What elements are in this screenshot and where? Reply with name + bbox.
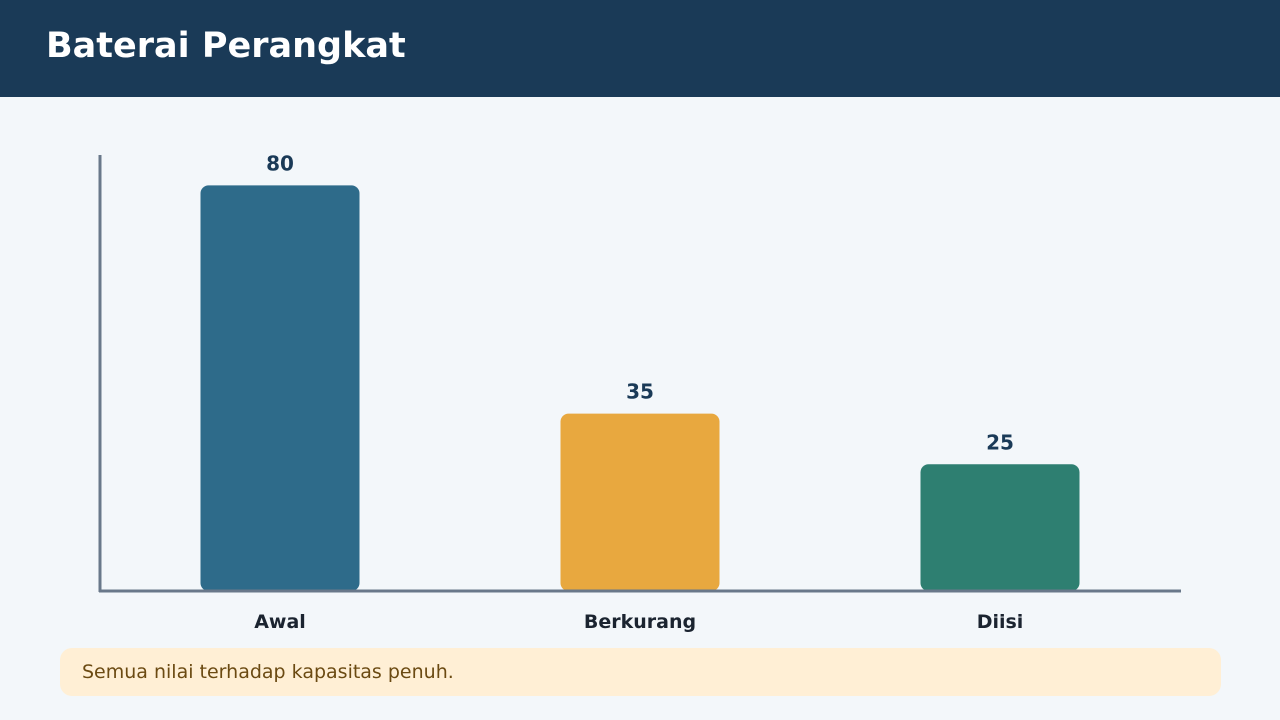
header-bar: Baterai Perangkat [0,0,1280,97]
info-note: Semua nilai terhadap kapasitas penuh. [60,648,1221,696]
bar-awal [200,185,360,591]
value-label-diisi: 25 [986,430,1014,454]
bar-berkurang [560,413,720,591]
category-label-awal: Awal [254,611,306,633]
category-label-berkurang: Berkurang [584,611,696,633]
labels-layer: 80 Awal 35 Berkurang 25 Diisi [254,151,1023,633]
value-label-berkurang: 35 [626,380,654,404]
note-text: Semua nilai terhadap kapasitas penuh. [82,661,454,683]
bar-diisi [920,464,1080,591]
category-label-diisi: Diisi [977,611,1024,633]
page-title: Baterai Perangkat [46,26,406,66]
value-label-awal: 80 [266,151,294,175]
bars-layer [200,185,1080,591]
